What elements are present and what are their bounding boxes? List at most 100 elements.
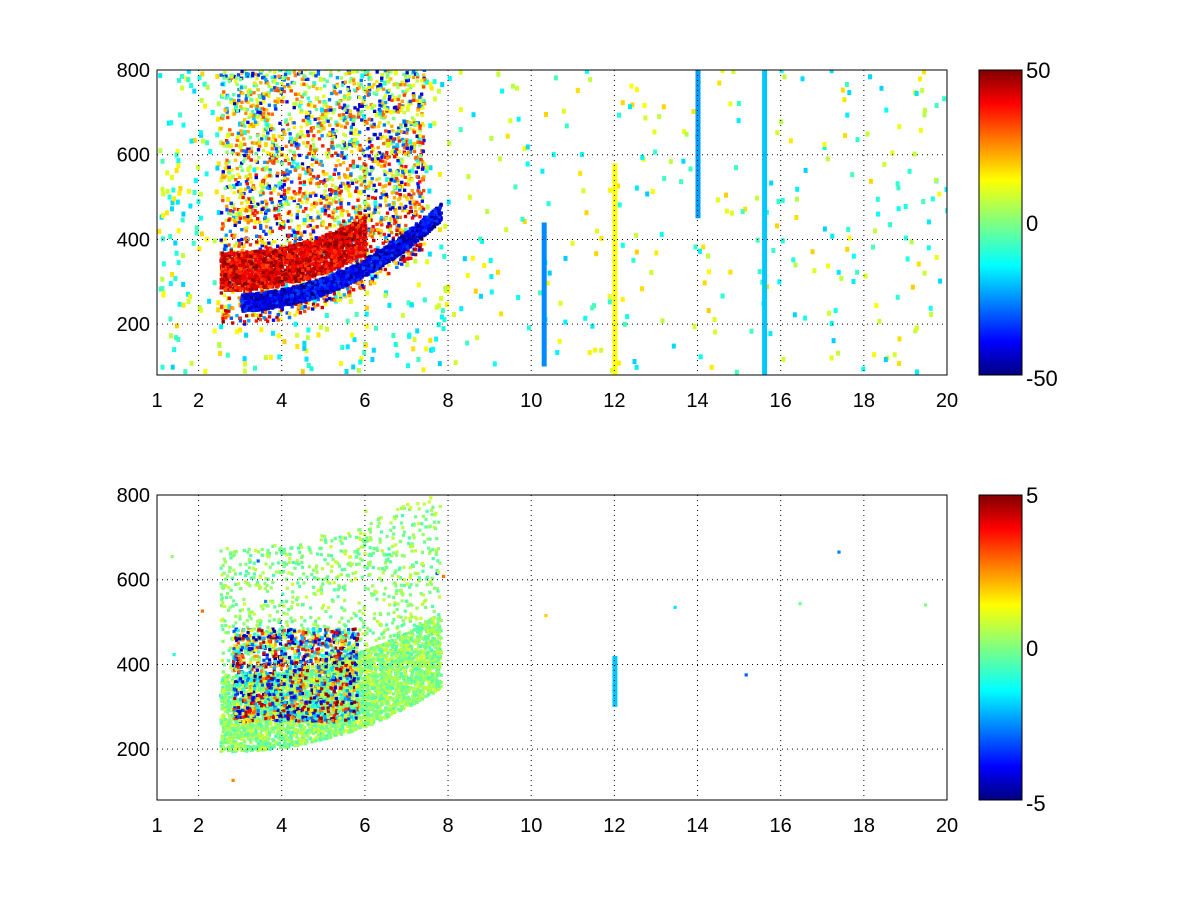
- heatmap-cell: [897, 361, 902, 366]
- heatmap-cell: [416, 123, 420, 127]
- heatmap-cell: [343, 125, 347, 129]
- heatmap-cell: [305, 144, 309, 148]
- heatmap-cell: [242, 191, 246, 196]
- heatmap-cell: [263, 142, 268, 148]
- heatmap-cell: [300, 82, 304, 87]
- heatmap-cell: [396, 159, 400, 163]
- heatmap-cell: [267, 184, 271, 188]
- heatmap-cell: [431, 346, 436, 352]
- heatmap-cell: [465, 273, 470, 278]
- heatmap-cell: [370, 249, 374, 253]
- heatmap-cell: [780, 238, 785, 244]
- heatmap-cell: [274, 143, 278, 147]
- heatmap-cell: [331, 297, 335, 301]
- heatmap-cell: [373, 196, 377, 200]
- heatmap-cell: [350, 216, 354, 220]
- heatmap-cell: [215, 74, 220, 79]
- heatmap-cell: [226, 168, 231, 174]
- heatmap-cell: [345, 210, 349, 214]
- heatmap-cell: [355, 180, 359, 184]
- heatmap-cell: [271, 330, 275, 336]
- heatmap-cell: [166, 120, 171, 126]
- heatmap-cell: [347, 70, 351, 72]
- heatmap-cell: [366, 194, 371, 199]
- heatmap-cell: [287, 127, 291, 132]
- heatmap-cell: [218, 0, 221, 3]
- heatmap-cell: [822, 142, 827, 147]
- heatmap-cell: [421, 70, 426, 71]
- heatmap-cell: [197, 75, 202, 81]
- heatmap-cell: [241, 159, 246, 164]
- heatmap-cell: [311, 84, 315, 88]
- heatmap-cell: [385, 177, 390, 183]
- heatmap-cell: [289, 89, 293, 93]
- heatmap-cell: [312, 298, 317, 304]
- heatmap-cell: [691, 109, 696, 114]
- heatmap-cell: [217, 0, 220, 3]
- heatmap-cell: [861, 366, 866, 372]
- heatmap-cell: [341, 106, 345, 110]
- heatmap-cell: [810, 249, 815, 255]
- heatmap-cell: [323, 112, 328, 118]
- heatmap-cell: [269, 226, 273, 230]
- heatmap-cell: [259, 327, 264, 333]
- heatmap-cell: [327, 214, 331, 218]
- heatmap-cell: [378, 121, 382, 125]
- heatmap-cell: [278, 200, 282, 204]
- heatmap-cell: [219, 73, 223, 77]
- heatmap-cell: [241, 243, 246, 249]
- heatmap-cell: [470, 255, 475, 261]
- heatmap-cell: [240, 201, 244, 205]
- heatmap-cell: [312, 81, 317, 87]
- heatmap-cell: [228, 184, 232, 188]
- heatmap-cell: [362, 189, 366, 194]
- heatmap-cell: [284, 282, 289, 288]
- heatmap-cell: [255, 282, 260, 288]
- heatmap-cell: [292, 106, 296, 110]
- heatmap-cell: [361, 148, 365, 152]
- heatmap-cell: [265, 182, 269, 186]
- heatmap-cell: [279, 224, 283, 228]
- heatmap-cell: [181, 253, 185, 259]
- heatmap-cell: [356, 191, 360, 195]
- heatmap-cell: [210, 110, 215, 115]
- heatmap-cell: [221, 117, 225, 121]
- heatmap-cell: [547, 270, 552, 276]
- heatmap-cell: [779, 119, 784, 125]
- heatmap-cell: [309, 366, 314, 372]
- heatmap-cell: [240, 100, 244, 104]
- heatmap-cell: [918, 76, 922, 82]
- heatmap-cell: [937, 191, 942, 197]
- heatmap-cell: [304, 348, 309, 354]
- heatmap-cell: [771, 248, 776, 253]
- heatmap-cell: [383, 103, 387, 107]
- heatmap-cell: [357, 85, 362, 89]
- heatmap-cell: [216, 0, 219, 3]
- heatmap-cell: [355, 208, 359, 212]
- heatmap-cell: [234, 178, 238, 182]
- heatmap-cell: [216, 210, 221, 216]
- heatmap-cell: [226, 197, 231, 202]
- heatmap-cell: [350, 137, 355, 143]
- heatmap-cell: [383, 172, 387, 177]
- heatmap-cell: [868, 178, 873, 184]
- heatmap-cell: [215, 0, 218, 3]
- heatmap-cell: [216, 0, 219, 3]
- heatmap-cell: [270, 144, 274, 148]
- heatmap-cell: [382, 217, 386, 221]
- heatmap-cell: [242, 356, 247, 362]
- heatmap-cell: [406, 211, 411, 215]
- heatmap-cell: [407, 252, 411, 256]
- heatmap-cell: [221, 224, 225, 228]
- heatmap-cell: [333, 294, 338, 300]
- heatmap-cell: [757, 269, 762, 275]
- heatmap-cell: [836, 269, 841, 275]
- heatmap-cell: [343, 295, 347, 299]
- heatmap-cell: [208, 149, 213, 155]
- heatmap-cell: [224, 218, 228, 222]
- heatmap-cell: [218, 0, 221, 3]
- heatmap-cell: [268, 168, 272, 172]
- heatmap-cell: [229, 209, 233, 213]
- heatmap-cell: [265, 225, 269, 229]
- heatmap-cell: [363, 181, 367, 185]
